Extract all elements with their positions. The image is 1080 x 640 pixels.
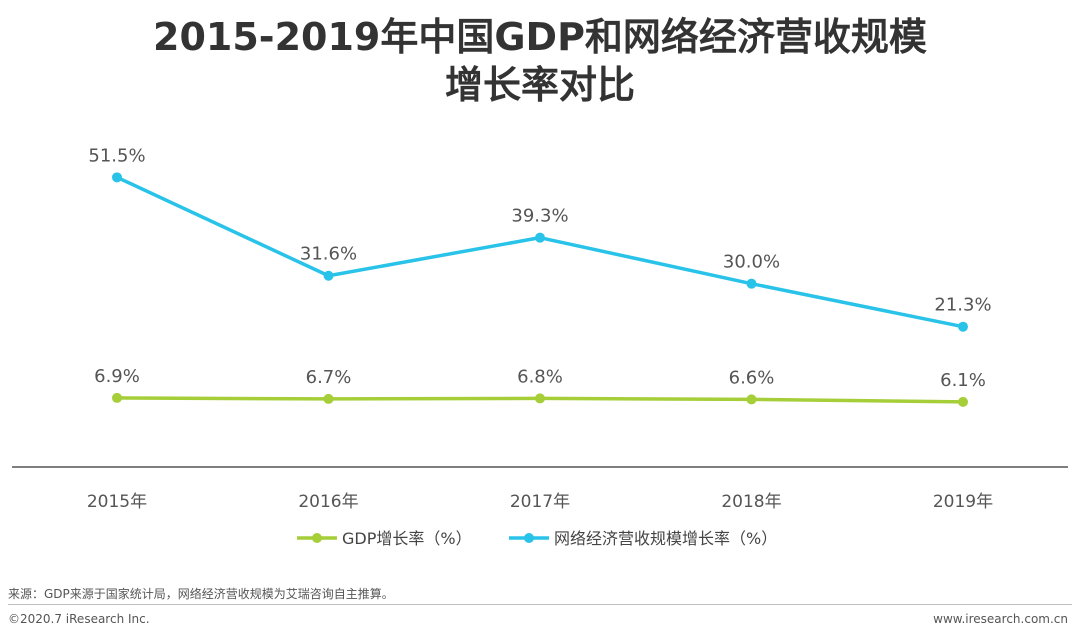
data-label: 39.3% — [511, 206, 568, 227]
data-point — [746, 278, 757, 289]
x-tick-label: 2017年 — [510, 492, 570, 512]
series-line-1 — [116, 175, 964, 329]
data-point — [323, 270, 334, 281]
data-point — [958, 396, 968, 407]
x-tick-label: 2015年 — [87, 492, 147, 512]
data-label: 51.5% — [88, 145, 145, 166]
data-point — [535, 393, 545, 404]
data-label: 6.1% — [940, 370, 986, 391]
data-label: 31.6% — [300, 244, 357, 265]
data-point — [323, 393, 334, 404]
x-tick-labels: 2015年 2016年 2017年 2018年 2019年 — [87, 492, 993, 512]
legend: GDP增长率（%） 网络经济营收规模增长率（%） — [297, 529, 777, 548]
data-point — [112, 392, 122, 403]
x-tick-label: 2018年 — [721, 492, 781, 512]
data-label: 6.7% — [306, 367, 352, 388]
data-label: 6.8% — [517, 366, 563, 387]
data-point — [746, 394, 757, 405]
data-point — [958, 321, 968, 332]
chart-title-line-2: 增长率对比 — [444, 63, 635, 107]
data-label: 6.9% — [94, 366, 140, 387]
legend-label: 网络经济营收规模增长率（%） — [554, 529, 777, 548]
legend-label: GDP增长率（%） — [342, 529, 472, 548]
chart-title-line-1: 2015-2019年中国GDP和网络经济营收规模 — [153, 15, 927, 59]
footer-divider — [8, 604, 1072, 605]
copyright-text: ©2020.7 iResearch Inc. — [8, 612, 150, 626]
legend-marker — [312, 533, 322, 543]
series-layer: 6.9% 6.7% 6.8% 6.6% 6.1% 51.5% 31.6% 39.3% 30.0%… — [88, 145, 992, 407]
data-label: 30.0% — [723, 252, 780, 273]
website-link[interactable]: www.iresearch.com.cn — [933, 612, 1068, 626]
data-label: 21.3% — [934, 295, 991, 316]
source-note: 来源：GDP来源于国家统计局，网络经济营收规模为艾瑞咨询自主推算。 — [8, 587, 394, 601]
x-tick-label: 2019年 — [933, 492, 993, 512]
data-point — [112, 172, 122, 183]
data-point — [535, 232, 545, 243]
x-tick-label: 2016年 — [298, 492, 358, 512]
legend-marker — [524, 533, 534, 543]
data-label: 6.6% — [729, 367, 775, 388]
